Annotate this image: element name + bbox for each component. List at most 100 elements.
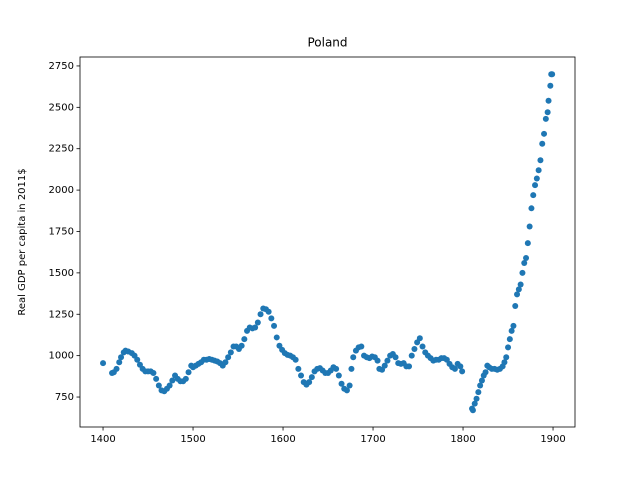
point	[514, 291, 521, 298]
point	[537, 157, 544, 164]
point	[459, 368, 466, 375]
point	[306, 379, 313, 386]
point	[292, 356, 299, 363]
point	[457, 363, 464, 370]
point	[406, 363, 413, 370]
point	[535, 167, 542, 174]
point	[268, 315, 275, 322]
point	[524, 240, 531, 247]
point	[544, 109, 551, 116]
point	[508, 327, 515, 334]
point	[350, 354, 357, 361]
point	[419, 343, 426, 350]
point	[348, 365, 355, 372]
point	[241, 336, 248, 343]
y-tick-label: 2250	[49, 144, 74, 155]
point	[512, 302, 519, 309]
point	[222, 359, 229, 366]
point	[408, 352, 415, 359]
y-tick-label: 1500	[49, 268, 74, 279]
point	[530, 192, 537, 199]
point	[528, 205, 535, 212]
point	[482, 369, 489, 376]
y-axis-label: Real GDP per capita in 2011$	[17, 168, 28, 315]
point	[510, 322, 517, 329]
point	[469, 407, 476, 414]
point	[532, 182, 539, 189]
y-tick-label: 1000	[49, 351, 74, 362]
point	[526, 223, 533, 230]
point	[169, 377, 176, 384]
point	[471, 400, 478, 407]
x-tick-label: 1800	[450, 434, 475, 445]
point	[100, 360, 107, 367]
point	[384, 357, 391, 364]
point	[505, 344, 512, 351]
point	[549, 71, 556, 78]
point	[503, 354, 510, 361]
point	[116, 359, 123, 366]
point	[254, 319, 261, 326]
point	[523, 254, 530, 261]
plot-frame	[79, 56, 576, 428]
point	[346, 382, 353, 389]
point	[473, 395, 480, 402]
point	[343, 387, 350, 394]
y-tick-label: 750	[55, 392, 74, 403]
point	[547, 82, 554, 89]
point	[338, 380, 345, 387]
x-tick-label: 1600	[270, 434, 295, 445]
point	[166, 382, 173, 389]
point	[542, 115, 549, 122]
point	[521, 259, 528, 266]
x-tick-label: 1700	[360, 434, 385, 445]
point	[155, 382, 162, 389]
point	[153, 375, 160, 382]
y-tick-label: 2750	[49, 61, 74, 72]
point	[295, 365, 302, 372]
point	[298, 372, 305, 379]
x-tick-label: 1500	[180, 434, 205, 445]
point	[227, 349, 234, 356]
chart-title: Poland	[307, 36, 347, 50]
point	[335, 372, 342, 379]
x-tick-label: 1400	[90, 434, 115, 445]
point	[118, 354, 125, 361]
y-tick-label: 1250	[49, 309, 74, 320]
point	[265, 308, 272, 315]
point	[374, 357, 381, 364]
y-tick-label: 2000	[49, 185, 74, 196]
point	[517, 281, 524, 288]
point	[185, 369, 192, 376]
point	[252, 324, 259, 331]
point	[225, 354, 232, 361]
point	[238, 342, 245, 349]
point	[478, 377, 485, 384]
point	[273, 334, 280, 341]
point	[333, 365, 340, 372]
point	[150, 370, 157, 377]
point	[308, 374, 315, 381]
point	[416, 335, 423, 342]
point	[271, 322, 278, 329]
point	[506, 336, 513, 343]
point	[539, 140, 546, 147]
point	[533, 175, 540, 182]
point	[134, 356, 141, 363]
point	[477, 382, 484, 389]
point	[541, 130, 548, 137]
point	[381, 362, 388, 369]
point	[501, 359, 508, 366]
point	[411, 346, 418, 353]
point	[392, 354, 399, 361]
point	[257, 311, 264, 318]
y-tick-label: 1750	[49, 226, 74, 237]
x-tick-label: 1900	[540, 434, 565, 445]
point	[451, 365, 458, 372]
point	[475, 389, 482, 396]
point	[519, 269, 526, 276]
point	[545, 97, 552, 104]
point	[358, 343, 365, 350]
point	[113, 365, 120, 372]
